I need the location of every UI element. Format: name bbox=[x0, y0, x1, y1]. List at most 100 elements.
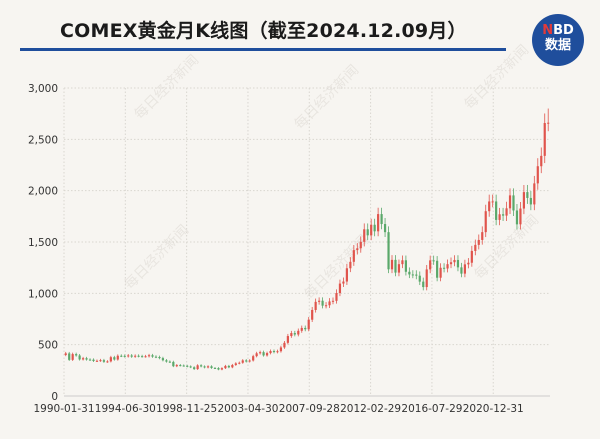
candle-down bbox=[85, 358, 88, 360]
candle-down bbox=[210, 366, 213, 368]
candle-up bbox=[505, 208, 508, 216]
candle-up bbox=[429, 260, 432, 270]
x-tick-label: 2003-04-30 bbox=[217, 403, 278, 415]
chart-title: COMEX黄金月K线图（截至2024.12.09月） bbox=[60, 20, 467, 42]
candle-up bbox=[363, 229, 366, 242]
candle-down bbox=[418, 275, 421, 282]
candle-up bbox=[425, 269, 428, 288]
candle-up bbox=[224, 365, 227, 369]
watermark-text: 每日经济新闻 bbox=[132, 52, 203, 123]
candle-up bbox=[286, 336, 289, 343]
x-tick-label: 1994-06-30 bbox=[95, 403, 156, 415]
y-axis-ticks: 0 500 1,000 1,500 2,000 2,500 3,000 bbox=[28, 83, 58, 403]
candle-up bbox=[324, 305, 328, 307]
candle-down bbox=[168, 361, 171, 363]
candle-up bbox=[269, 351, 272, 354]
candle-down bbox=[193, 367, 196, 370]
candle-up bbox=[522, 192, 526, 209]
candle-down bbox=[394, 259, 397, 273]
title-underline bbox=[20, 48, 506, 51]
candles bbox=[64, 108, 550, 371]
candle-up bbox=[349, 261, 352, 269]
candle-up bbox=[328, 301, 331, 306]
candle-up bbox=[134, 355, 137, 357]
candle-down bbox=[495, 201, 498, 220]
candle-down bbox=[179, 365, 182, 367]
candle-up bbox=[252, 356, 255, 361]
candle-up bbox=[463, 264, 467, 274]
y-tick-label: 3,000 bbox=[28, 83, 58, 95]
candle-up bbox=[446, 264, 449, 269]
candle-down bbox=[387, 232, 390, 270]
candle-up bbox=[283, 342, 286, 348]
candle-down bbox=[102, 360, 106, 362]
candle-up bbox=[359, 241, 362, 249]
candle-up bbox=[231, 364, 234, 368]
logo-n: N bbox=[542, 23, 554, 38]
candle-up bbox=[543, 123, 546, 156]
watermark-text: 每日经济新闻 bbox=[292, 62, 363, 133]
candle-up bbox=[449, 262, 453, 265]
candle-up bbox=[519, 208, 522, 225]
candle-down bbox=[526, 192, 529, 198]
candle-up bbox=[377, 214, 380, 232]
candle-up bbox=[206, 366, 210, 368]
candle-down bbox=[140, 356, 144, 358]
candle-down bbox=[200, 365, 203, 367]
candle-down bbox=[78, 355, 81, 360]
candle-up bbox=[147, 355, 151, 357]
candle-down bbox=[501, 214, 505, 216]
y-tick-label: 2,500 bbox=[28, 134, 58, 146]
x-tick-label: 2012-02-29 bbox=[340, 403, 401, 415]
candle-up bbox=[342, 281, 345, 284]
candle-down bbox=[512, 195, 515, 211]
candle-down bbox=[456, 259, 460, 268]
candle-down bbox=[262, 352, 265, 356]
nbd-data-logo: NBD 数据 bbox=[532, 14, 584, 66]
candle-down bbox=[415, 274, 418, 276]
candle-up bbox=[453, 259, 456, 263]
candle-down bbox=[217, 368, 220, 370]
candle-up bbox=[370, 224, 373, 236]
candle-down bbox=[293, 333, 296, 335]
candle-up bbox=[81, 358, 85, 360]
candle-down bbox=[272, 351, 276, 353]
candle-down bbox=[203, 366, 206, 368]
candle-down bbox=[366, 229, 369, 236]
candle-up bbox=[467, 262, 470, 265]
candle-up bbox=[279, 347, 283, 352]
candle-up bbox=[540, 155, 543, 167]
candle-up bbox=[484, 211, 487, 233]
candle-up bbox=[331, 300, 335, 302]
candle-up bbox=[248, 360, 251, 362]
candle-up bbox=[109, 357, 112, 362]
y-tick-label: 0 bbox=[51, 391, 58, 403]
y-tick-label: 2,000 bbox=[28, 186, 58, 198]
candle-down bbox=[154, 356, 158, 358]
candle-up bbox=[238, 362, 241, 364]
candle-up bbox=[265, 353, 269, 356]
candle-down bbox=[515, 210, 519, 225]
candle-up bbox=[356, 248, 359, 251]
watermark-text: 每日经济新闻 bbox=[122, 222, 193, 293]
candle-down bbox=[161, 358, 165, 361]
y-tick-label: 1,000 bbox=[28, 288, 58, 300]
candle-down bbox=[411, 274, 414, 276]
candle-up bbox=[241, 360, 244, 363]
candle-up bbox=[318, 300, 321, 302]
candle-up bbox=[352, 250, 355, 262]
x-tick-label: 1998-11-25 bbox=[156, 403, 217, 415]
candle-down bbox=[404, 260, 407, 272]
candle-up bbox=[314, 301, 317, 310]
candle-down bbox=[408, 271, 411, 275]
watermark-text: 每日经济新闻 bbox=[472, 212, 543, 283]
candle-up bbox=[99, 360, 102, 362]
candle-up bbox=[71, 354, 74, 360]
candle-up bbox=[488, 201, 491, 212]
candle-down bbox=[75, 354, 78, 356]
candle-down bbox=[380, 214, 383, 225]
candle-down bbox=[165, 360, 168, 362]
candle-down bbox=[113, 357, 116, 360]
candle-down bbox=[436, 260, 439, 278]
